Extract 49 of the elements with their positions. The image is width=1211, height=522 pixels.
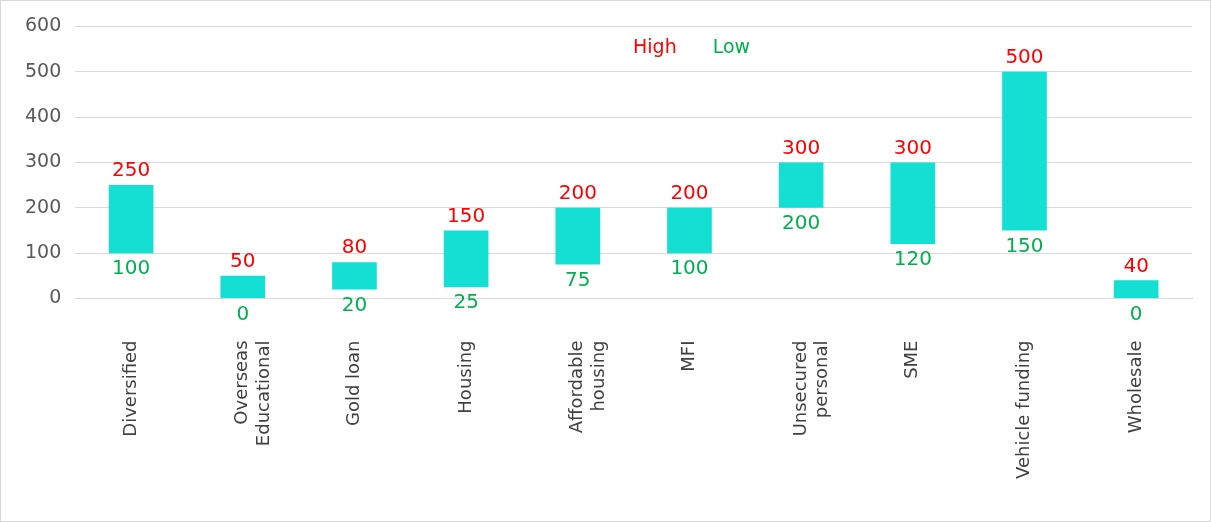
annotation: 75	[565, 266, 591, 291]
x-tick-label: SME	[900, 340, 922, 379]
x-tick-label: Wholesale	[1123, 340, 1145, 434]
y-tick-label: 600	[25, 13, 62, 36]
annotation: Low	[712, 35, 751, 57]
annotation: 200	[670, 180, 709, 204]
bar	[667, 207, 712, 254]
annotation: 50	[230, 248, 256, 273]
x-tick-label: Unsecured personal	[788, 340, 832, 437]
bar	[220, 275, 266, 298]
bar	[443, 230, 489, 288]
annotation: 300	[782, 134, 821, 159]
y-tick-label: 300	[25, 149, 62, 172]
x-tick-label: Housing	[453, 340, 475, 414]
annotation: 25	[453, 289, 479, 314]
annotation: 100	[112, 255, 151, 280]
bar	[1002, 71, 1047, 231]
bar	[108, 185, 154, 254]
annotation: High	[633, 35, 677, 57]
x-tick-label: Vehicle funding	[1012, 340, 1034, 480]
annotation: 80	[341, 234, 368, 259]
annotation: 250	[112, 157, 151, 182]
annotation: 200	[782, 210, 821, 234]
bar	[890, 162, 936, 245]
x-tick-label: MFI	[677, 340, 699, 372]
y-tick-label: 400	[25, 104, 62, 127]
annotation: 200	[558, 180, 597, 204]
annotation: 100	[670, 255, 709, 280]
bar	[1113, 280, 1159, 298]
bar	[555, 207, 601, 265]
y-tick-label: 100	[25, 240, 62, 263]
annotation: 150	[447, 202, 486, 227]
annotation: 0	[236, 300, 250, 325]
annotation: 120	[893, 246, 932, 271]
annotation: 20	[341, 291, 368, 316]
bar	[332, 262, 377, 290]
x-tick-label: Gold loan	[342, 340, 364, 427]
y-tick-label: 200	[25, 194, 62, 217]
y-tick-label: 0	[49, 285, 62, 308]
x-tick-label: Affordable housing	[565, 340, 609, 434]
bar	[778, 162, 824, 208]
x-tick-label: Diversified	[118, 340, 140, 437]
annotation: 500	[1005, 43, 1044, 68]
annotation: 40	[1123, 252, 1149, 277]
annotation: 0	[1129, 300, 1143, 325]
annotation: 150	[1005, 232, 1044, 257]
y-tick-label: 500	[25, 58, 62, 81]
x-tick-label: Overseas Educational	[230, 340, 274, 447]
annotation: 300	[893, 134, 932, 159]
